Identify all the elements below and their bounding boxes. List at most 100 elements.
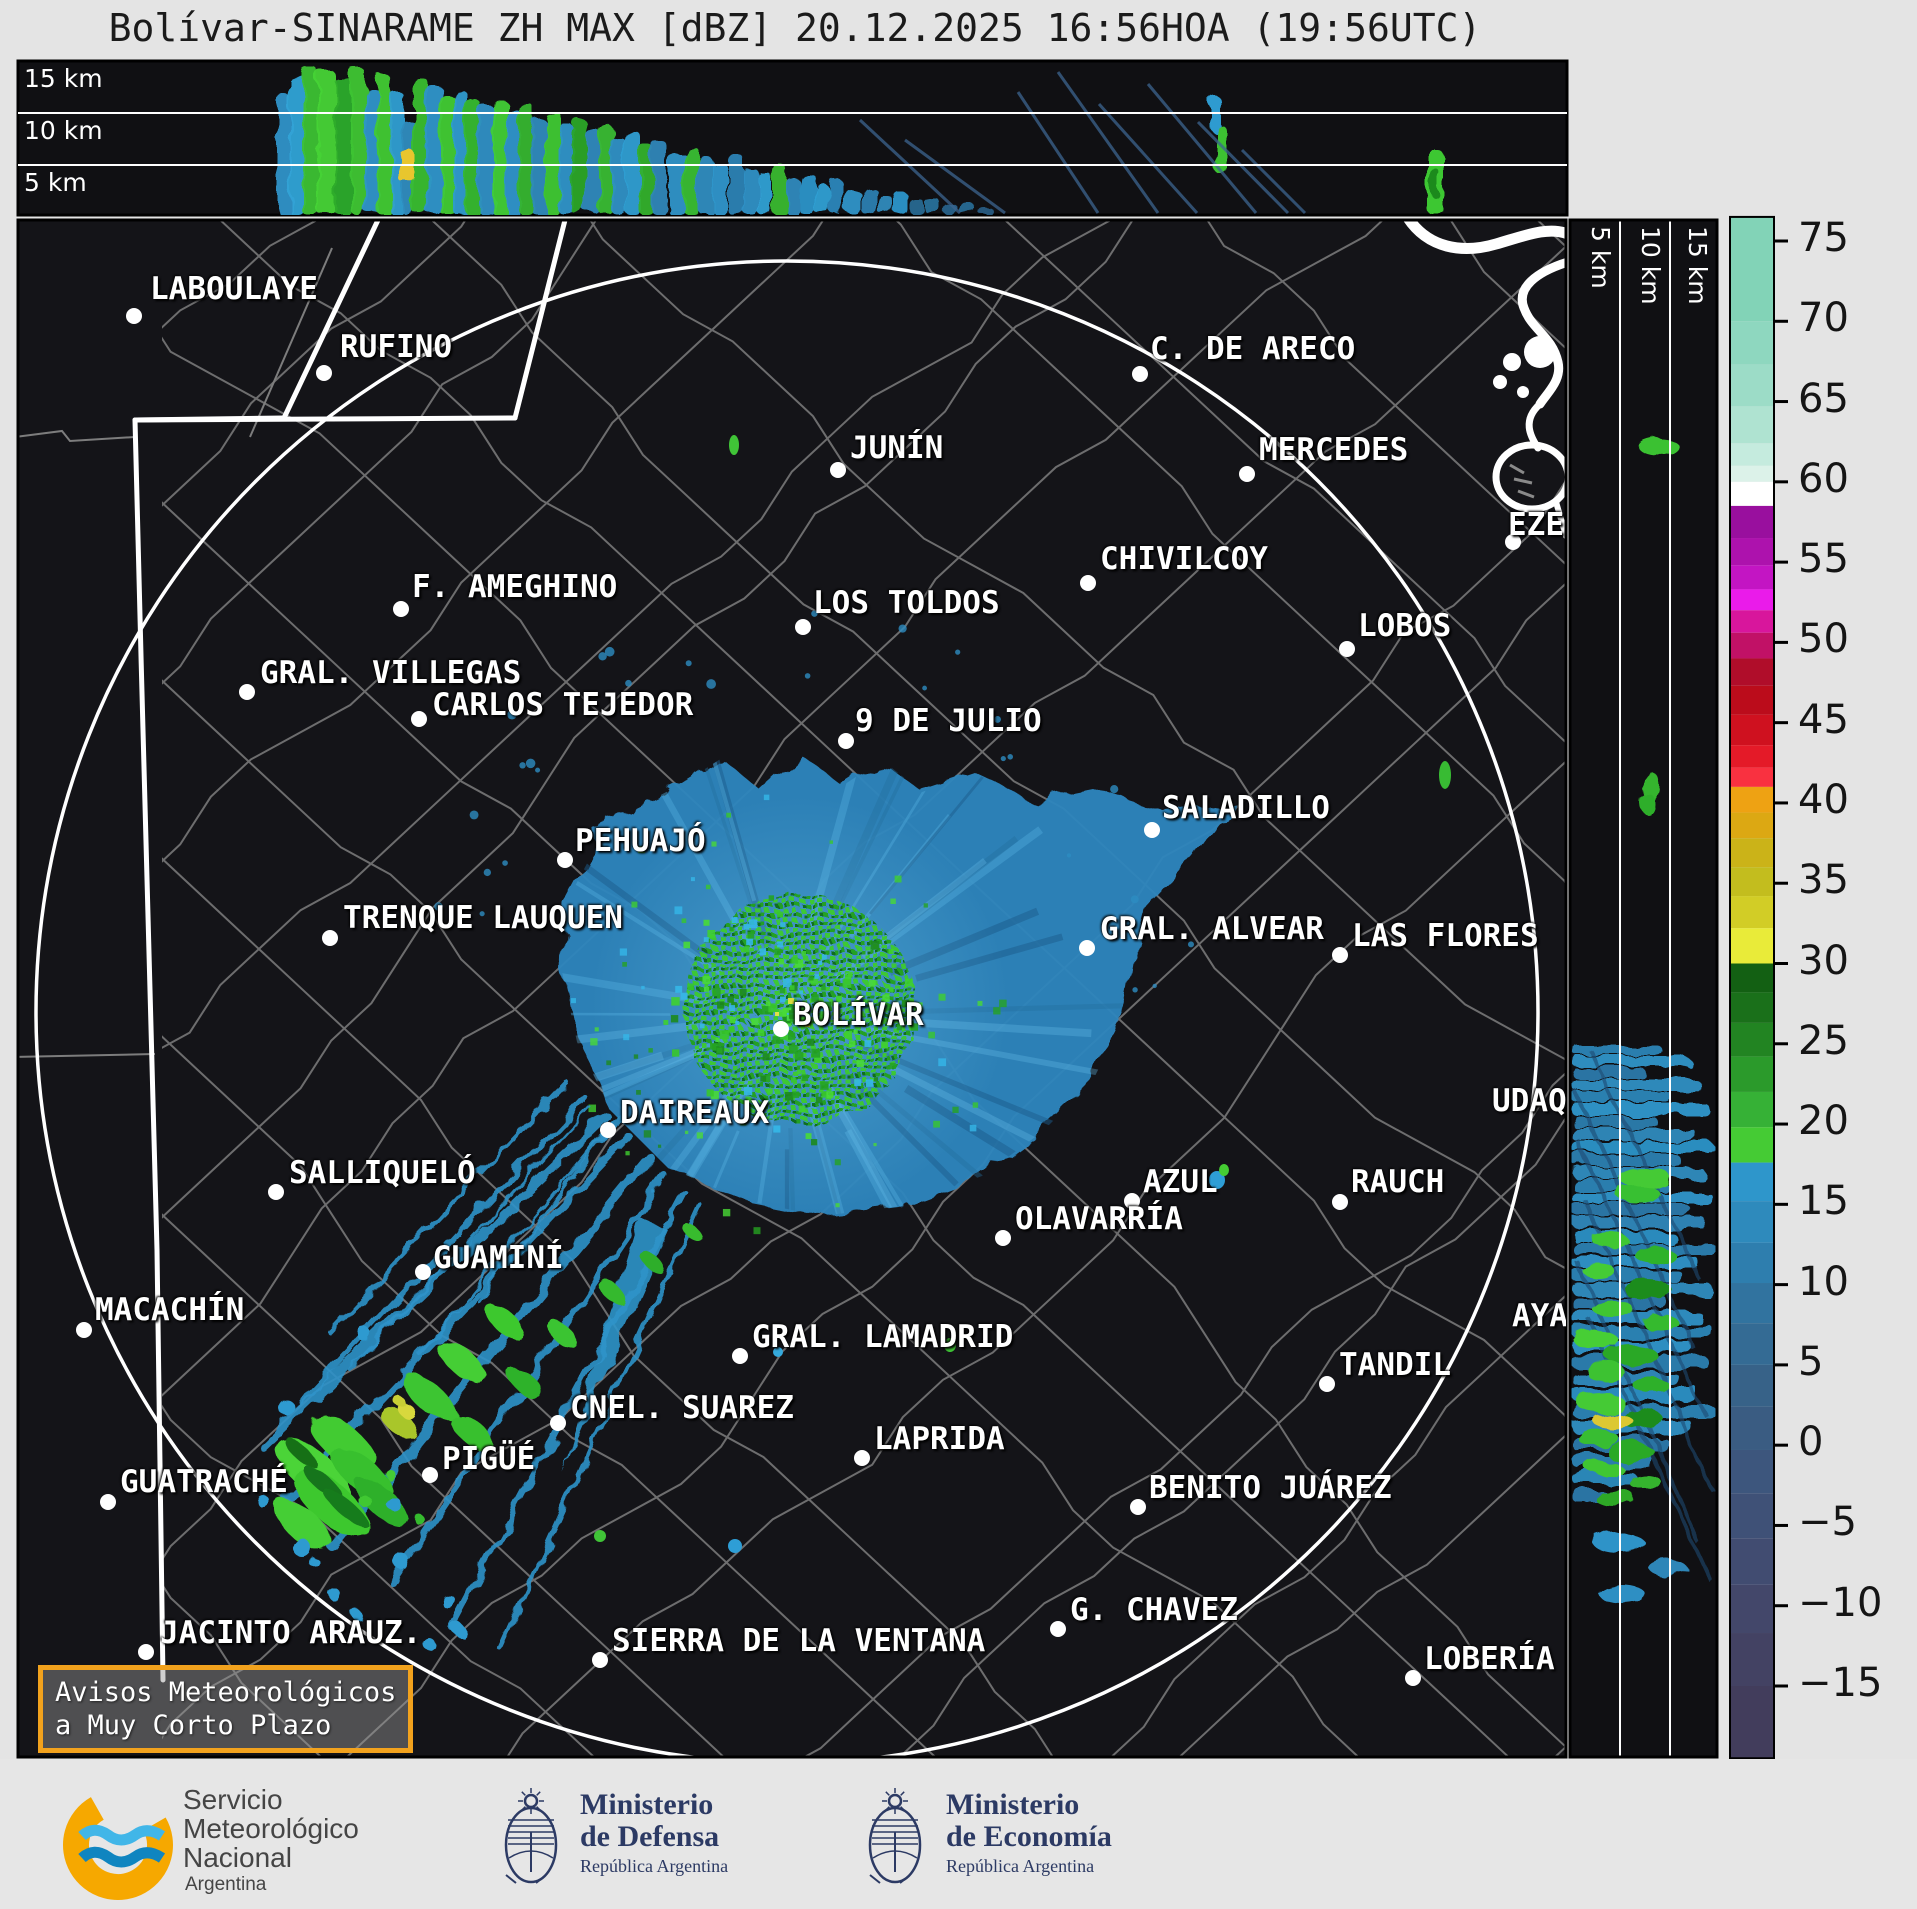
city-dot xyxy=(1132,366,1148,382)
city-dot xyxy=(1080,575,1096,591)
city-label: 9 DE JULIO xyxy=(855,703,1042,739)
city-label: TANDIL xyxy=(1339,1347,1451,1383)
main-echo xyxy=(562,756,1232,1235)
city-label: MERCEDES xyxy=(1259,432,1409,468)
city-dot xyxy=(138,1644,154,1660)
city-label: PIGÜÉ xyxy=(442,1441,536,1477)
city-label: F. AMEGHINO xyxy=(412,569,618,605)
province-border xyxy=(281,220,381,421)
river xyxy=(1402,220,1566,254)
economia-line-1: Ministerio xyxy=(946,1788,1080,1821)
city-dot xyxy=(76,1322,92,1338)
defensa-line-2: de Defensa xyxy=(580,1820,720,1853)
city-dot xyxy=(1079,940,1095,956)
city-label: PEHUAJÓ xyxy=(575,823,706,859)
city-label: C. DE ARECO xyxy=(1150,331,1356,367)
colorbar-tick-50: 50 xyxy=(1798,616,1849,663)
city-dot xyxy=(1332,1194,1348,1210)
city-label: LAPRIDA xyxy=(874,1421,1005,1457)
city-dot xyxy=(1319,1376,1335,1392)
warning-line-1: Avisos Meteorológicos xyxy=(55,1677,397,1708)
economia-line-2: de Economía xyxy=(946,1820,1112,1853)
city-dot xyxy=(1505,534,1521,550)
colorbar-tick-5: 5 xyxy=(1798,1338,1824,1385)
city-dot xyxy=(268,1184,284,1200)
metro-outline xyxy=(1492,441,1566,513)
city-dot xyxy=(239,684,255,700)
city-label: LOBERÍA xyxy=(1424,1641,1555,1677)
colorbar-tick-20: 20 xyxy=(1798,1098,1849,1145)
city-label: LOBOS xyxy=(1358,608,1452,644)
sw-spokes xyxy=(256,1079,703,1651)
city-label: G. CHAVEZ xyxy=(1070,1592,1238,1628)
city-dot xyxy=(854,1450,870,1466)
warning-line-2: a Muy Corto Plazo xyxy=(55,1710,332,1741)
city-dot xyxy=(995,1230,1011,1246)
city-label: GRAL. VILLEGAS xyxy=(260,655,522,691)
city-dot xyxy=(550,1415,566,1431)
city-dot xyxy=(1124,1193,1140,1209)
city-dot xyxy=(411,711,427,727)
colorbar-tick-55: 55 xyxy=(1798,536,1849,583)
city-label: AZUL xyxy=(1143,1164,1218,1200)
city-label: SIERRA DE LA VENTANA xyxy=(612,1623,986,1659)
colorbar-tick-60: 60 xyxy=(1798,455,1849,502)
city-dot xyxy=(1405,1670,1421,1686)
city-dot xyxy=(838,733,854,749)
city-dot xyxy=(1144,822,1160,838)
city-dot xyxy=(592,1652,608,1668)
city-label: MACACHÍN xyxy=(95,1292,245,1328)
top-cross-section-echo xyxy=(278,68,1443,215)
top-panel-label-10km: 10 km xyxy=(24,116,103,145)
city-label: UDAQUIOLA xyxy=(1492,1083,1566,1119)
colorbar-tick-40: 40 xyxy=(1798,776,1849,823)
colorbar-tick-35: 35 xyxy=(1798,857,1849,904)
smn-name-1: Servicio xyxy=(183,1784,283,1815)
colorbar-tick--15: −15 xyxy=(1798,1660,1883,1706)
city-dot xyxy=(316,365,332,381)
city-label: CNEL. SUAREZ xyxy=(570,1390,794,1426)
colorbar-tick-15: 15 xyxy=(1798,1178,1849,1225)
city-dot xyxy=(1239,466,1255,482)
city-label: SALLIQUELÓ xyxy=(289,1155,476,1191)
top-panel-label-15km: 15 km xyxy=(24,64,103,93)
side-panel-label-10km: 10 km xyxy=(1636,226,1665,305)
city-dot xyxy=(1339,641,1355,657)
colorbar-tick-30: 30 xyxy=(1798,937,1849,984)
city-label: TRENQUE LAUQUEN xyxy=(343,900,623,936)
colorbar-tick-45: 45 xyxy=(1798,696,1849,743)
map-city-labels: LABOULAYE RUFINO C. DE ARECO JUNÍN MERCEDES F… xyxy=(18,220,1566,1757)
city-dot xyxy=(422,1467,438,1483)
top-panel-label-5km: 5 km xyxy=(24,168,87,197)
province-border xyxy=(132,417,166,1683)
city-label: AYACUCHO xyxy=(1512,1298,1566,1334)
city-dot xyxy=(732,1348,748,1364)
city-label: EZEIZA xyxy=(1508,507,1566,543)
city-dot xyxy=(126,308,142,324)
smn-name-2: Meteorológico xyxy=(183,1813,359,1844)
city-dot xyxy=(1050,1621,1066,1637)
coat-of-arms xyxy=(504,1788,558,1884)
city-label: LAS FLORES xyxy=(1352,918,1539,954)
smn-name-3: Nacional xyxy=(183,1842,292,1873)
colorbar xyxy=(1729,215,1788,1760)
city-label: RUFINO xyxy=(340,329,452,365)
warning-box[interactable]: Avisos Meteorológicos a Muy Corto Plazo xyxy=(38,1665,414,1753)
city-label: OLAVARRÍA xyxy=(1015,1201,1183,1237)
smn-logo xyxy=(63,1790,173,1900)
city-label: GRAL. LAMADRID xyxy=(752,1319,1014,1355)
city-label: GRAL. ALVEAR xyxy=(1100,911,1324,947)
city-label: JACINTO ARAUZ. xyxy=(160,1615,422,1651)
defensa-small: República Argentina xyxy=(580,1856,729,1876)
colorbar-tick-25: 25 xyxy=(1798,1017,1849,1064)
colorbar-tick-0: 0 xyxy=(1798,1419,1824,1466)
city-dot xyxy=(830,462,846,478)
city-label: DAIREAUX xyxy=(620,1095,770,1131)
city-label: RAUCH xyxy=(1351,1164,1445,1200)
map-layer xyxy=(18,220,1566,1757)
page-title: Bolívar-SINARAME ZH MAX [dBZ] 20.12.2025… xyxy=(108,6,1482,50)
city-dot xyxy=(322,930,338,946)
defensa-line-1: Ministerio xyxy=(580,1788,714,1821)
